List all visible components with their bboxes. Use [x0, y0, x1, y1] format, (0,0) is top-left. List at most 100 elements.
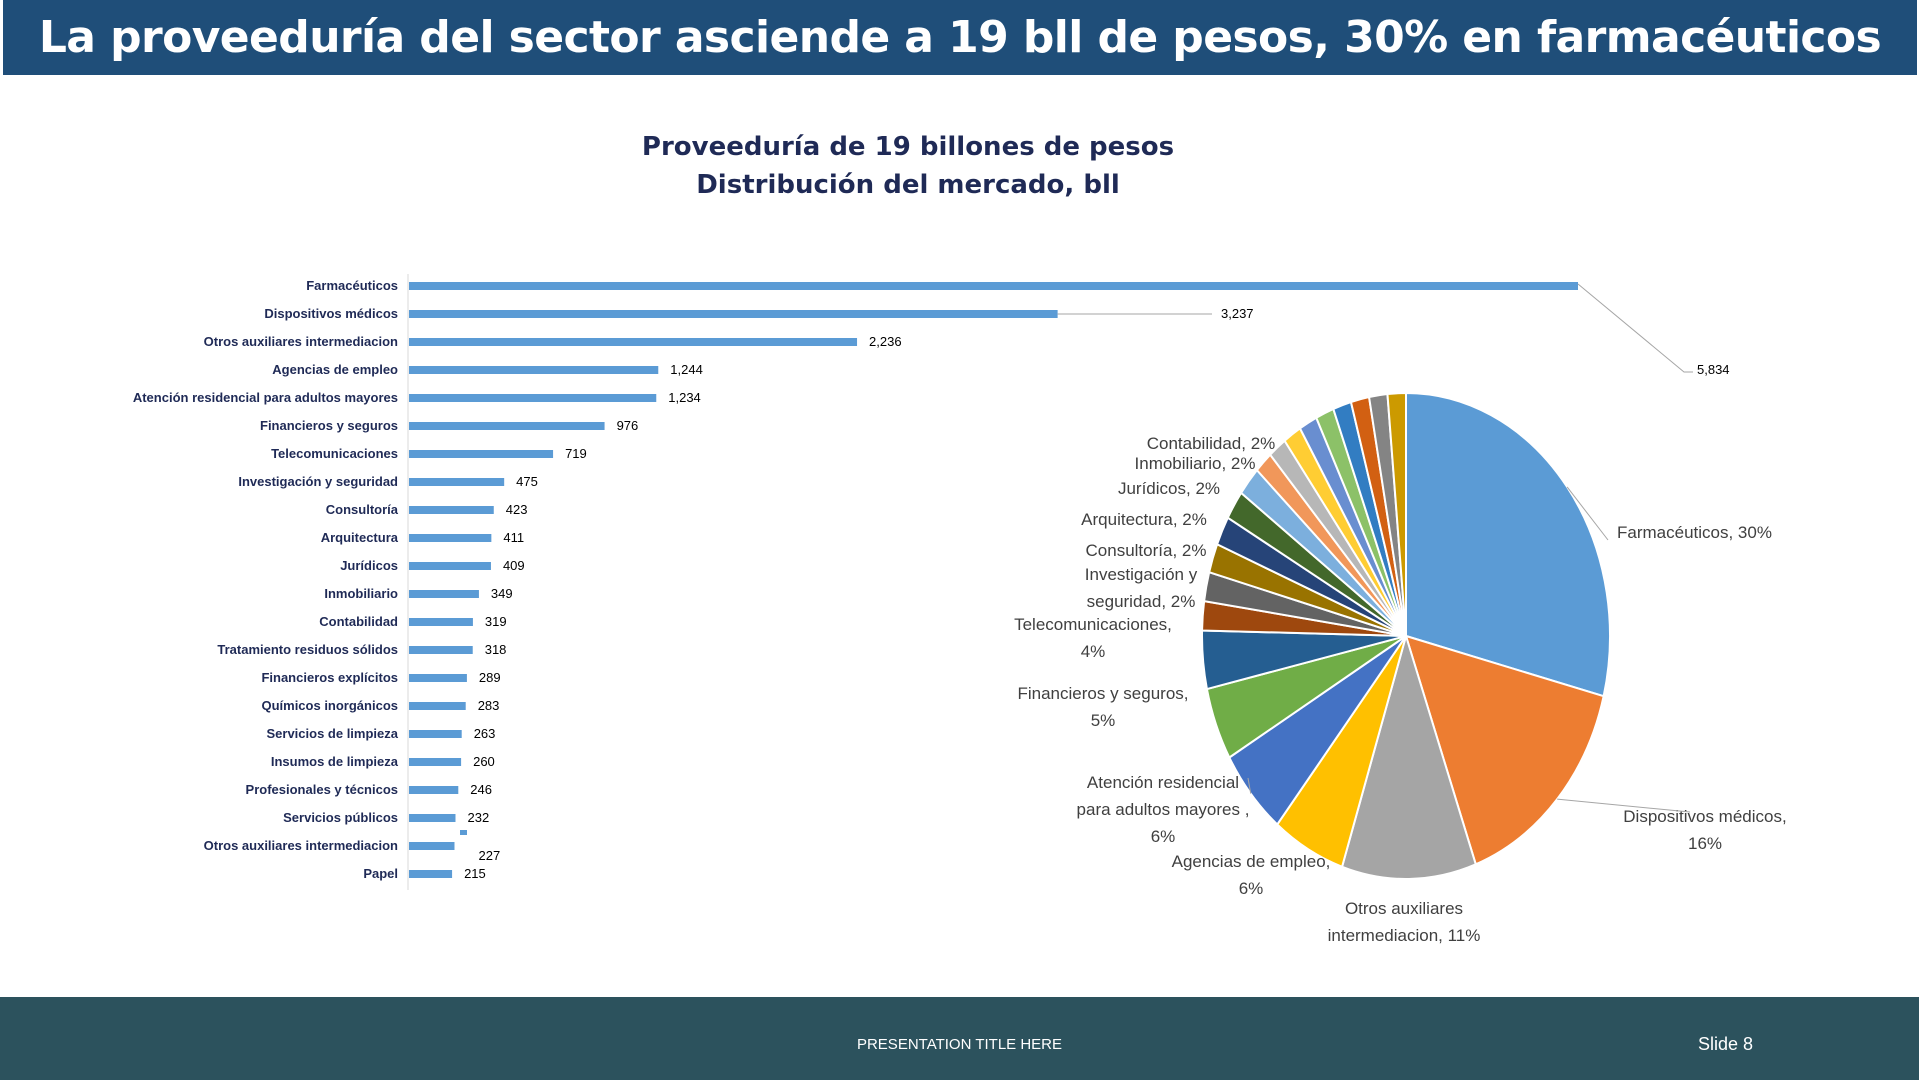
bar — [409, 422, 605, 430]
bar-category-label: Papel — [363, 866, 398, 881]
bar-value-label: 475 — [516, 474, 538, 489]
bar-category-label: Atención residencial para adultos mayore… — [133, 390, 398, 405]
bar-value-label: 409 — [503, 558, 525, 573]
pie-slice-label-line: 6% — [1239, 879, 1264, 898]
bar — [409, 534, 492, 542]
pie-slice-label: Dispositivos médicos, 16% — [1623, 807, 1786, 853]
pie-leader-line — [1247, 777, 1252, 794]
bar-category-label: Financieros explícitos — [261, 670, 398, 685]
pie-slice-label-line: Dispositivos médicos, — [1623, 807, 1786, 826]
bar — [409, 338, 858, 346]
footer-presentation-title: PRESENTATION TITLE HERE — [856, 1036, 1063, 1053]
bar-category-label: Otros auxiliares intermediacion — [204, 838, 398, 853]
bar-value-label: 423 — [506, 502, 528, 517]
bar — [409, 842, 455, 850]
slide-number: Slide 8 — [1698, 1034, 1754, 1054]
bar — [409, 506, 494, 514]
slide-title: La proveeduría del sector asciende a 19 … — [38, 12, 1882, 63]
bar — [409, 562, 491, 570]
pie-slice-label-line: Contabilidad, 2% — [1147, 434, 1276, 453]
pie-slice-label-line: Jurídicos, 2% — [1118, 479, 1220, 498]
bar — [409, 674, 467, 682]
bar-category-label: Agencias de empleo — [272, 362, 398, 377]
chart-title-line-1: Proveeduría de 19 billones de pesos — [641, 132, 1175, 162]
bar — [409, 310, 1058, 318]
bar-category-label: Investigación y seguridad — [238, 474, 398, 489]
bar — [409, 590, 479, 598]
bar — [409, 870, 453, 878]
bar — [409, 758, 462, 766]
bar-label-leader-line — [1577, 283, 1693, 373]
bar-category-label: Químicos inorgánicos — [261, 698, 398, 713]
bar-value-label: 263 — [474, 726, 496, 741]
footer-bar — [0, 997, 1919, 1080]
pie-slice-label-line: 5% — [1091, 711, 1116, 730]
pie-slice-label-line: Consultoría, 2% — [1086, 541, 1207, 560]
bar-value-label: 260 — [473, 754, 495, 769]
bar — [409, 730, 462, 738]
bar-category-label: Jurídicos — [340, 558, 398, 573]
pie-slice-label-line: Investigación y — [1085, 565, 1198, 584]
pie-slice-label-line: Atención residencial — [1087, 773, 1239, 792]
bar-value-label: 349 — [491, 586, 513, 601]
bar-category-label: Farmacéuticos — [306, 278, 398, 293]
bar-value-label: 1,244 — [670, 362, 703, 377]
pie-slice-label: Atención residencial para adultos mayores… — [1077, 773, 1250, 846]
pie-slice — [1386, 391, 1407, 637]
pie-slice-label-line: Otros auxiliares — [1345, 899, 1463, 918]
slide-title-bar: La proveeduría del sector asciende a 19 … — [3, 0, 1917, 75]
bar — [409, 702, 466, 710]
pie-slice-label: Inmobiliario, 2% — [1135, 454, 1256, 473]
bar — [409, 478, 505, 486]
bar-value-label: 232 — [467, 810, 489, 825]
bar-value-label: 5,834 — [1697, 362, 1730, 377]
bar — [409, 646, 473, 654]
bar-category-label: Servicios de limpieza — [266, 726, 398, 741]
pie-slice — [1404, 634, 1605, 866]
bar-value-label: 246 — [470, 782, 492, 797]
pie-slice-label-line: intermediacion, 11% — [1328, 926, 1481, 945]
bar-value-label: 411 — [503, 530, 524, 545]
bar — [409, 786, 459, 794]
bar-value-label: 227 — [478, 848, 500, 863]
pie-slice-label: Farmacéuticos, 30% — [1617, 523, 1772, 542]
pie-slice-label-line: para adultos mayores , — [1077, 800, 1250, 819]
bar-value-label: 3,237 — [1221, 306, 1254, 321]
chart-heading: Proveeduría de 19 billones de pesos Dist… — [0, 128, 1816, 204]
bar-value-label: 318 — [485, 642, 507, 657]
bar-value-label: 283 — [478, 698, 500, 713]
pie-slice-label: Otros auxiliares intermediacion, 11% — [1328, 899, 1481, 945]
pie-slice-label: Telecomunicaciones, 4% — [1014, 615, 1172, 661]
bar-category-label: Insumos de limpieza — [271, 754, 399, 769]
bar-category-label: Arquitectura — [321, 530, 399, 545]
bar-value-label: 2,236 — [869, 334, 902, 349]
pie-slice-label: Financieros y seguros, 5% — [1017, 684, 1188, 730]
bar-category-label: Inmobiliario — [324, 586, 398, 601]
pie-slice-label: Arquitectura, 2% — [1081, 510, 1207, 529]
bar-value-label: 319 — [485, 614, 507, 629]
pie-slice-label-line: Financieros y seguros, — [1017, 684, 1188, 703]
pie-slice-label-line: Agencias de empleo, — [1172, 852, 1331, 871]
bar-category-label: Servicios públicos — [283, 810, 398, 825]
pie-leader-line — [1557, 798, 1691, 813]
bar-category-label: Telecomunicaciones — [271, 446, 398, 461]
pie-leader-line — [1566, 486, 1609, 541]
pie-slice-label-line: 16% — [1688, 834, 1722, 853]
bar-category-label: Consultoría — [326, 502, 399, 517]
pie-slice-label-line: Farmacéuticos, 30% — [1617, 523, 1772, 542]
pie-slice-label: Jurídicos, 2% — [1118, 479, 1220, 498]
bar — [409, 618, 473, 626]
pie-slice — [1340, 632, 1477, 880]
bar-category-label: Dispositivos médicos — [264, 306, 398, 321]
pie-slice-label-line: seguridad, 2% — [1087, 592, 1196, 611]
pie-slice-label-line: Telecomunicaciones, — [1014, 615, 1172, 634]
bar — [409, 450, 554, 458]
pie-slice-label: Agencias de empleo, 6% — [1172, 852, 1331, 898]
bar-value-label: 1,234 — [668, 390, 701, 405]
pie-slice-label-line: Arquitectura, 2% — [1081, 510, 1207, 529]
bar — [409, 366, 659, 374]
bar-category-label: Otros auxiliares intermediacion — [204, 334, 398, 349]
bar-stray-marker — [460, 830, 467, 835]
bar — [409, 394, 657, 402]
bar-category-label: Financieros y seguros — [260, 418, 398, 433]
